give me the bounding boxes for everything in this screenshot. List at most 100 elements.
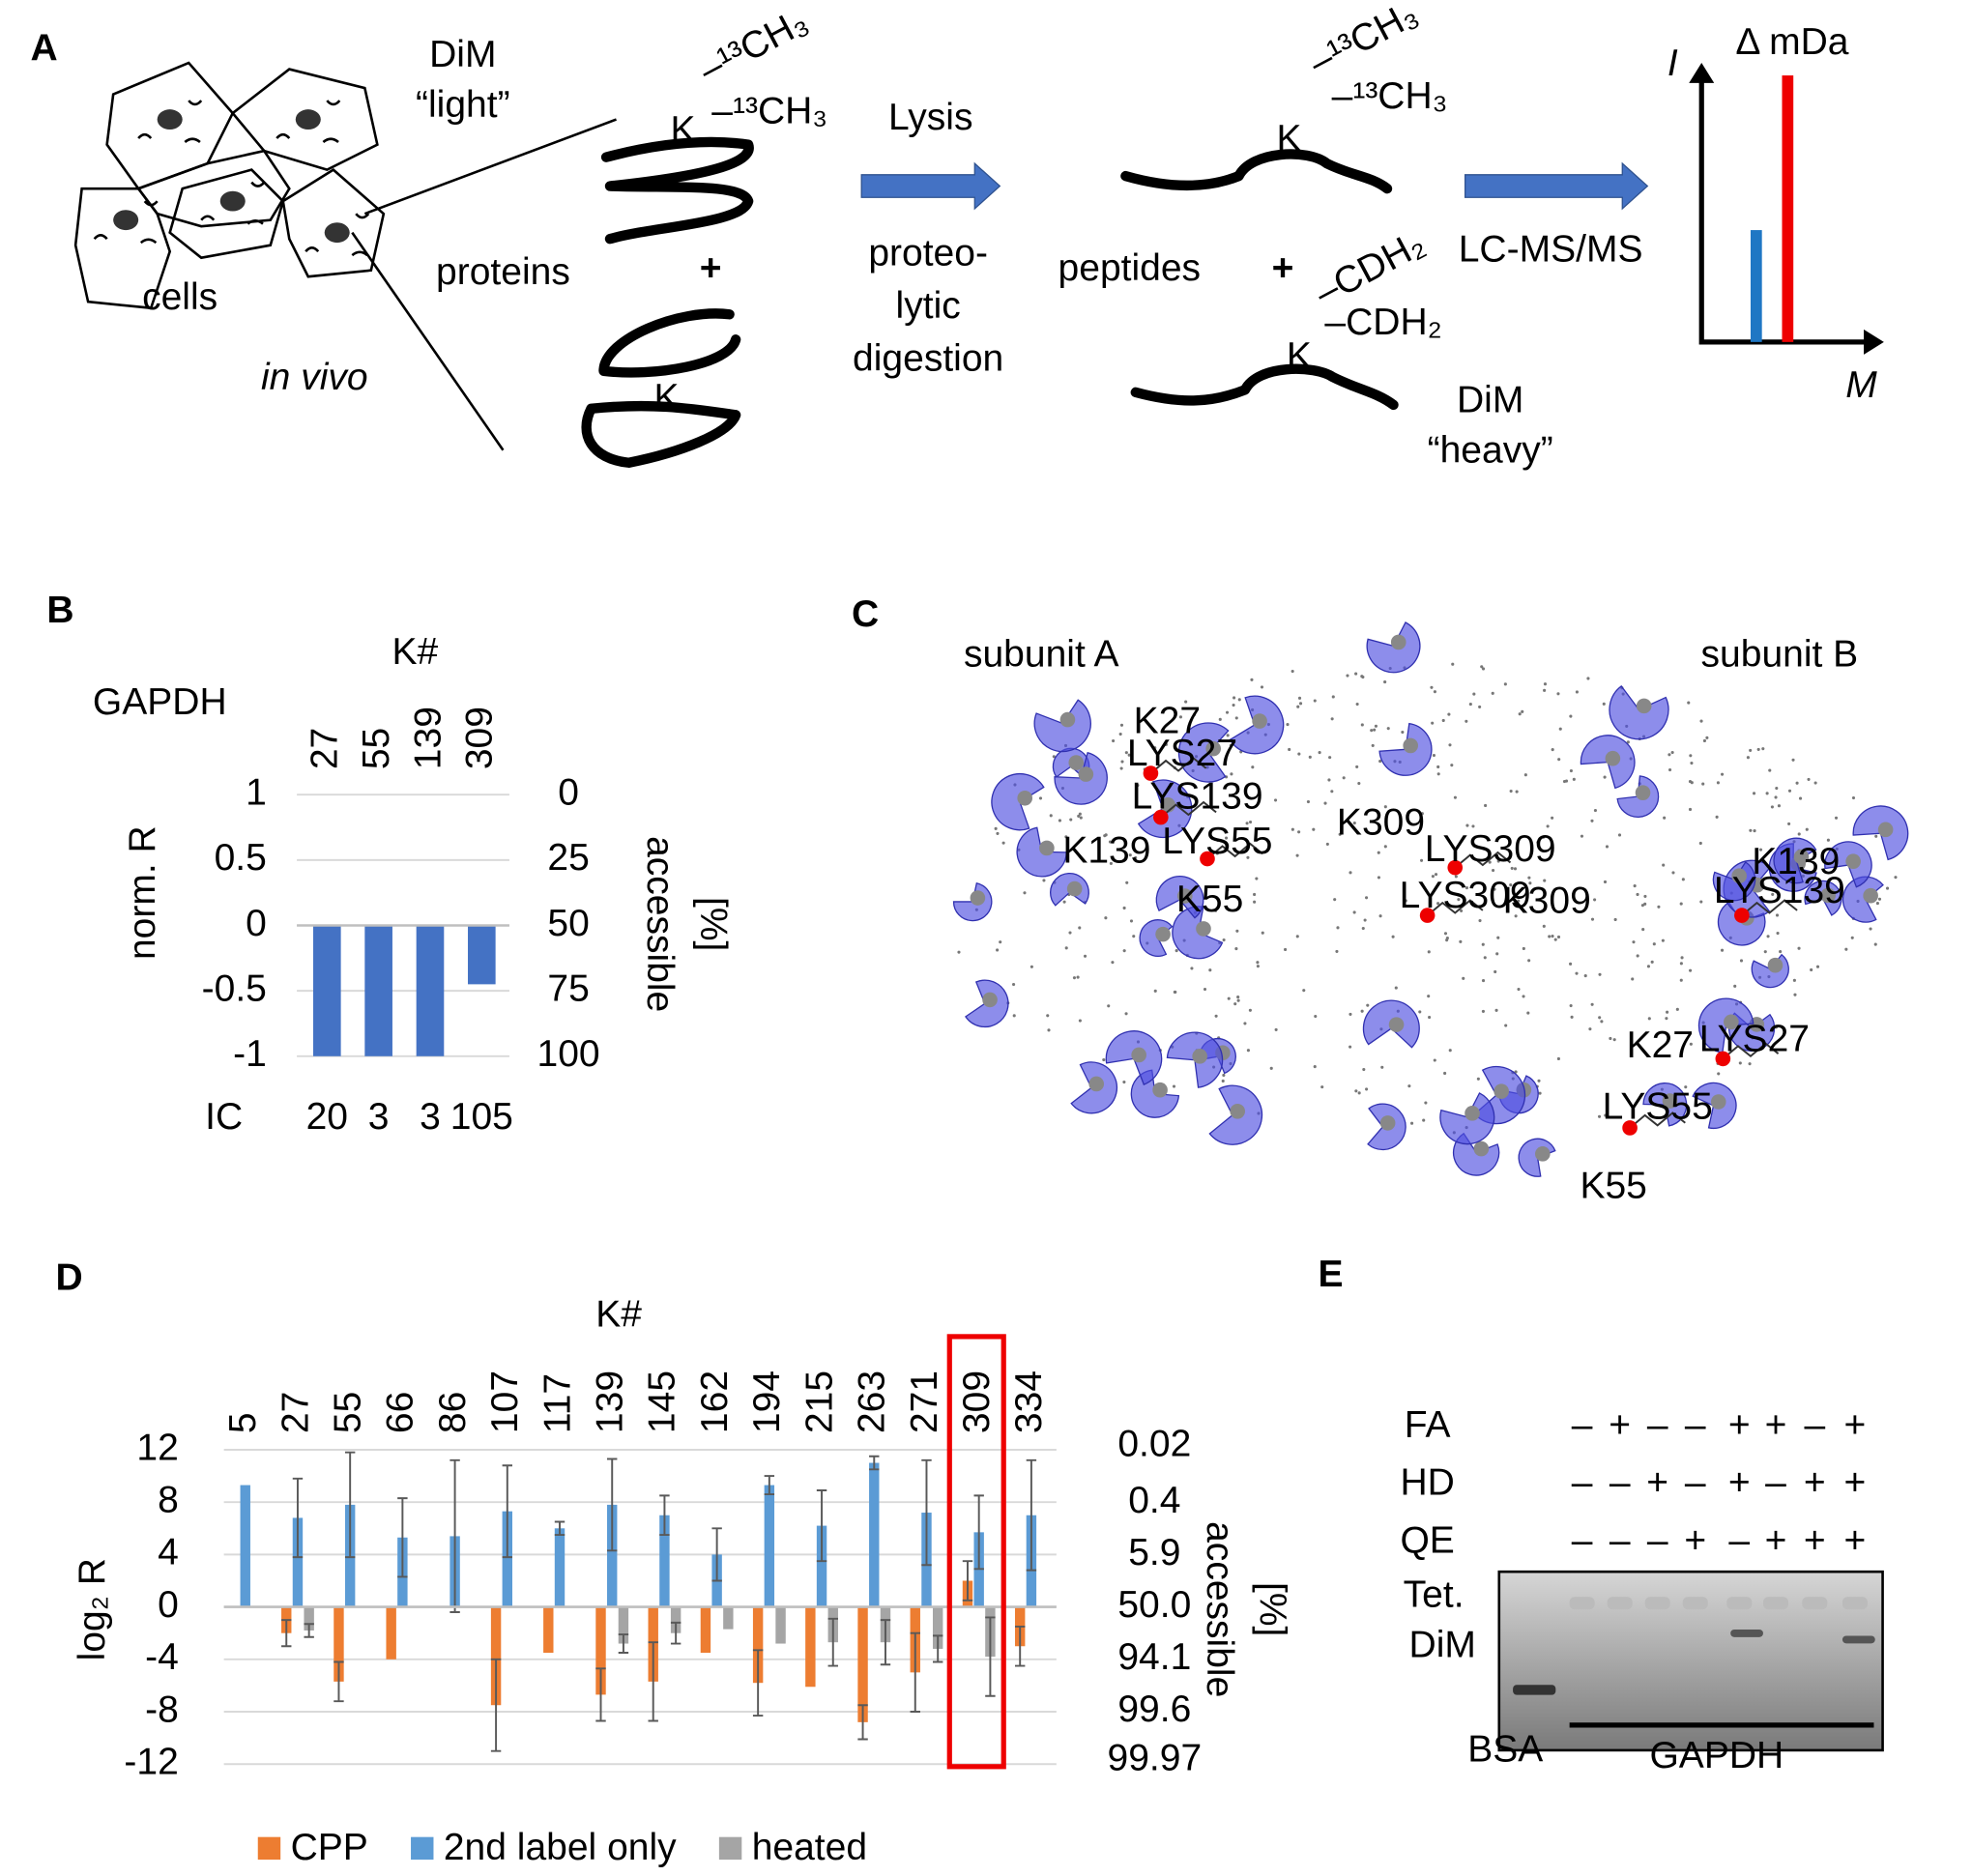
atom — [1702, 738, 1706, 743]
gel-band — [1842, 1597, 1868, 1610]
atom-sphere — [1731, 868, 1747, 884]
atom — [1762, 899, 1766, 904]
atom — [1468, 703, 1472, 707]
y2-tick-label: 50 — [547, 903, 589, 944]
atom — [1355, 702, 1359, 707]
atom — [1681, 878, 1685, 881]
atom — [1768, 768, 1772, 772]
y2-tick-label: 0 — [558, 772, 579, 814]
atom — [1652, 942, 1656, 946]
atom — [996, 948, 1000, 952]
atom — [1716, 781, 1720, 785]
gel-band — [1802, 1597, 1828, 1610]
atom-sphere — [1379, 1115, 1396, 1131]
atom — [1330, 790, 1334, 794]
row-value: 105 — [450, 1096, 513, 1138]
atom — [1572, 777, 1576, 781]
atom — [1569, 714, 1573, 718]
atom — [1327, 778, 1331, 782]
atom — [1877, 897, 1882, 901]
atom — [1523, 773, 1527, 777]
label: K — [654, 377, 680, 418]
bar — [364, 925, 392, 1056]
atom — [1216, 838, 1220, 843]
x-tick-label: 162 — [694, 1371, 736, 1433]
atom — [1246, 855, 1250, 859]
organelle — [276, 100, 341, 144]
atom — [1612, 1038, 1616, 1042]
legend-label: 2nd label only — [444, 1827, 677, 1868]
atom — [1472, 692, 1476, 696]
panel-label: D — [56, 1257, 83, 1299]
bar — [764, 1485, 775, 1607]
atom — [1433, 690, 1436, 694]
atom — [1666, 1010, 1669, 1014]
atom — [1598, 1016, 1602, 1020]
label: – — [1765, 1462, 1786, 1504]
label: subunit B — [1701, 633, 1859, 675]
atom — [957, 950, 961, 954]
atom — [1556, 1056, 1560, 1061]
atom — [1701, 782, 1705, 786]
x-tick-label: 215 — [798, 1371, 840, 1433]
atom — [1885, 886, 1890, 890]
label: + — [1804, 1462, 1826, 1504]
atom — [1418, 826, 1423, 830]
atom — [1295, 935, 1299, 938]
atom — [1564, 779, 1569, 783]
atom — [1526, 1011, 1530, 1015]
atom-sphere — [1017, 790, 1033, 806]
atom — [1844, 947, 1848, 951]
atom — [1331, 695, 1335, 699]
atom — [1222, 1073, 1226, 1078]
label: – — [1647, 1404, 1668, 1446]
y-tick-label: -12 — [124, 1742, 178, 1783]
atom — [1348, 1012, 1352, 1016]
label: + — [1765, 1520, 1787, 1562]
atom — [1553, 938, 1557, 941]
surface-patch — [991, 772, 1045, 831]
spectrum-peak — [1750, 230, 1762, 342]
atom — [1575, 971, 1579, 975]
gel-band — [1682, 1597, 1708, 1610]
bar — [857, 1606, 868, 1722]
atom — [1357, 1091, 1361, 1095]
atom — [1513, 867, 1518, 871]
label: – — [1685, 1462, 1706, 1504]
atom — [1136, 783, 1140, 788]
atom — [1590, 819, 1594, 823]
atom — [1236, 998, 1240, 1002]
atom-sphere — [1845, 853, 1861, 869]
bar — [618, 1606, 629, 1644]
label: LYS27 — [1127, 733, 1237, 774]
lysine-atom — [1622, 1120, 1638, 1136]
atom — [1597, 1114, 1602, 1118]
atom — [1297, 752, 1301, 756]
atom — [1756, 747, 1760, 751]
atom — [1256, 965, 1260, 968]
atom — [1313, 699, 1317, 703]
atom — [1366, 1003, 1370, 1007]
error-bar — [711, 1527, 722, 1582]
atom — [1447, 712, 1451, 716]
atom — [1184, 700, 1188, 704]
y2-tick-label: 100 — [537, 1033, 600, 1075]
protein — [600, 136, 754, 245]
atom — [1072, 976, 1077, 980]
gel-band — [1762, 1597, 1788, 1610]
label: LC-MS/MS — [1459, 229, 1643, 271]
atom — [1338, 832, 1342, 836]
atom — [1120, 760, 1124, 764]
atom — [1569, 768, 1573, 773]
error-bar — [304, 1623, 314, 1638]
gel-band — [1644, 1597, 1670, 1610]
atom-sphere — [1155, 926, 1171, 942]
y2-tick-label: 0.4 — [1128, 1480, 1180, 1521]
atom — [1083, 954, 1088, 958]
atom-sphere — [1767, 957, 1784, 973]
error-bar — [334, 1660, 344, 1703]
atom — [1462, 976, 1465, 980]
label: K — [670, 109, 695, 151]
atom — [1122, 949, 1126, 953]
